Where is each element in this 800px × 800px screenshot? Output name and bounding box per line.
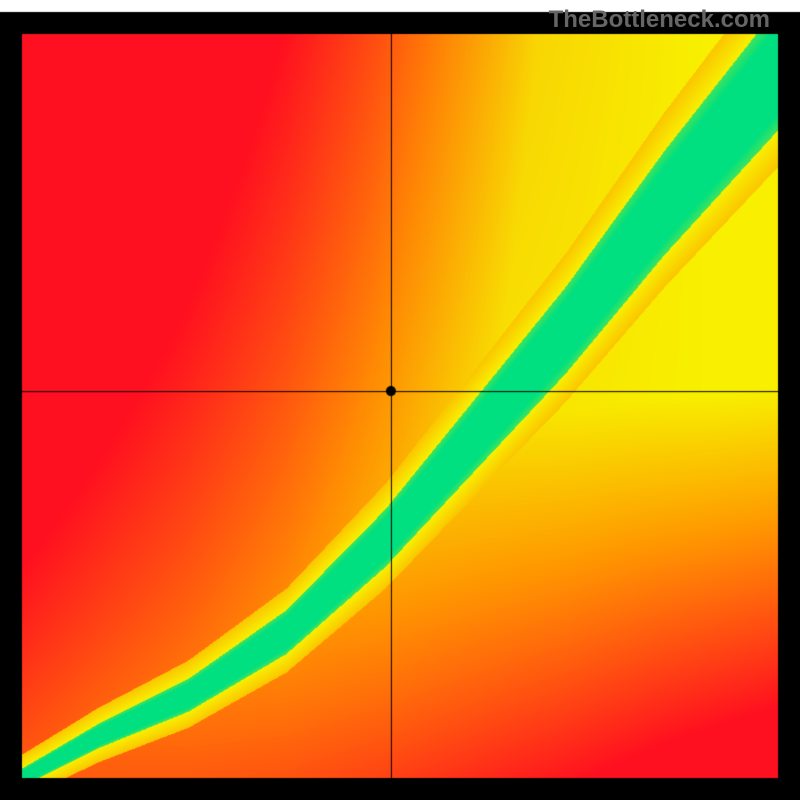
chart-container: TheBottleneck.com xyxy=(0,0,800,800)
watermark-text: TheBottleneck.com xyxy=(549,6,770,34)
heatmap-canvas xyxy=(0,0,800,800)
